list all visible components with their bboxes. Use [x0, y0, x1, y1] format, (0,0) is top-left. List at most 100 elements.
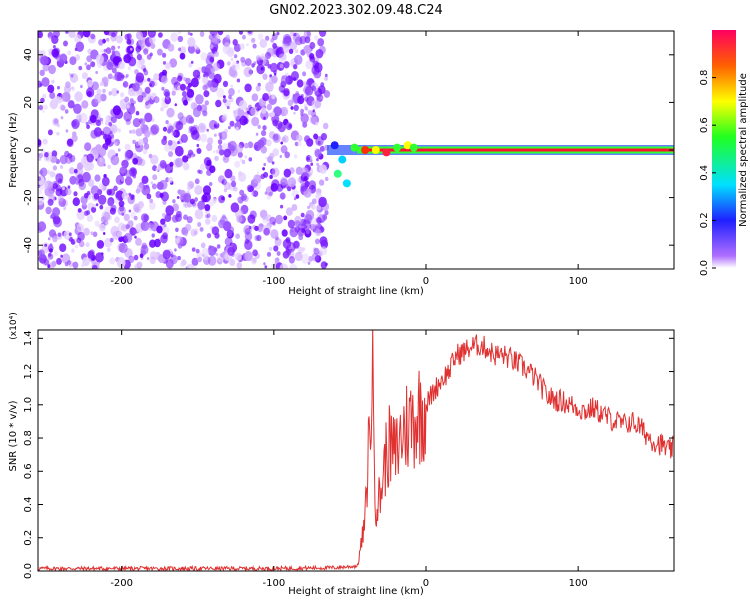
noise-blob	[106, 188, 112, 196]
noise-blob	[235, 126, 239, 131]
noise-blob	[297, 178, 300, 182]
noise-blob	[223, 95, 226, 99]
noise-blob	[99, 157, 103, 163]
noise-blob	[94, 93, 103, 104]
noise-blob	[323, 90, 331, 98]
noise-blob	[197, 222, 202, 227]
noise-blob	[232, 39, 238, 46]
noise-blob	[187, 44, 196, 54]
noise-blob	[187, 37, 196, 47]
noise-blob	[134, 264, 138, 269]
noise-blob	[324, 210, 329, 216]
noise-blob	[276, 31, 280, 36]
noise-blob	[183, 193, 192, 203]
noise-blob	[147, 77, 151, 82]
noise-blob	[193, 266, 197, 269]
noise-blob	[182, 155, 189, 163]
noise-blob	[115, 190, 125, 201]
noise-blob	[193, 44, 198, 49]
noise-blob	[297, 228, 304, 237]
noise-blob	[280, 204, 284, 209]
noise-blob	[309, 115, 317, 125]
noise-blob	[277, 122, 286, 133]
noise-blob	[181, 90, 187, 97]
noise-blob	[158, 32, 163, 38]
noise-blob	[177, 255, 181, 261]
noise-blob	[160, 218, 166, 225]
noise-blob	[116, 257, 126, 269]
noise-blob	[68, 167, 75, 175]
noise-blob	[102, 88, 106, 93]
noise-blob	[293, 240, 300, 249]
noise-blob	[169, 161, 174, 167]
onset-blob	[393, 143, 402, 152]
noise-blob	[167, 93, 170, 97]
noise-blob	[263, 227, 271, 236]
colorbar-label: Normalized spectral amplitude	[738, 73, 749, 227]
onset-blob	[342, 179, 351, 188]
noise-blob	[95, 119, 102, 127]
noise-blob	[280, 145, 288, 154]
noise-blob	[196, 148, 202, 154]
noise-blob	[60, 116, 64, 120]
noise-blob	[266, 103, 272, 111]
noise-blob	[192, 153, 196, 157]
noise-blob	[69, 73, 79, 83]
noise-blob	[89, 114, 97, 124]
noise-blob	[143, 69, 149, 76]
noise-blob	[259, 209, 268, 219]
x-tick-label: 0	[423, 578, 429, 589]
colorbar-tick-label: 0.4	[699, 165, 710, 181]
noise-blob	[175, 157, 184, 168]
noise-blob	[177, 31, 182, 35]
noise-blob	[206, 128, 209, 132]
noise-blob	[200, 52, 208, 61]
noise-blob	[105, 47, 112, 54]
noise-blob	[316, 217, 322, 224]
noise-blob	[307, 109, 313, 116]
noise-blob	[140, 220, 150, 232]
noise-blob	[239, 115, 248, 126]
noise-blob	[236, 215, 243, 223]
noise-blob	[179, 52, 186, 60]
noise-blob	[315, 121, 319, 126]
noise-blob	[123, 213, 130, 222]
noise-blob	[103, 211, 111, 221]
noise-blob	[69, 56, 77, 66]
noise-blob	[177, 189, 182, 195]
noise-blob	[256, 64, 266, 75]
noise-blob	[103, 232, 106, 235]
noise-blob	[244, 142, 249, 149]
noise-blob	[132, 82, 140, 92]
noise-blob	[86, 190, 91, 196]
noise-blob	[318, 196, 327, 208]
noise-blob	[67, 50, 72, 56]
noise-blob	[45, 206, 52, 215]
noise-blob	[314, 149, 322, 158]
noise-blob	[214, 51, 219, 57]
noise-blob	[177, 35, 184, 43]
y-tick-label: 40	[23, 48, 34, 61]
noise-blob	[228, 94, 232, 100]
noise-blob	[208, 255, 217, 266]
noise-blob	[216, 149, 220, 155]
noise-blob	[40, 49, 46, 57]
noise-blob	[52, 117, 60, 126]
noise-blob	[135, 31, 144, 40]
noise-blob	[211, 214, 218, 223]
noise-blob	[288, 124, 292, 129]
noise-blob	[151, 233, 155, 238]
x-tick-label: 100	[569, 578, 588, 589]
noise-blob	[129, 130, 133, 134]
x-tick-label: 0	[423, 276, 429, 287]
noise-blob	[145, 100, 149, 106]
noise-blob	[147, 31, 156, 38]
colorbar-tick-label: 0.2	[699, 212, 710, 228]
noise-blob	[216, 87, 225, 98]
noise-blob	[305, 228, 310, 235]
noise-blob	[290, 31, 295, 37]
noise-blob	[319, 31, 327, 37]
noise-blob	[151, 183, 157, 190]
noise-blob	[149, 80, 155, 88]
